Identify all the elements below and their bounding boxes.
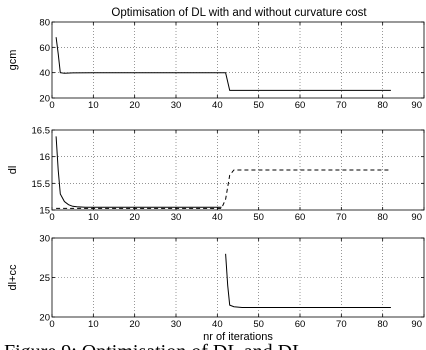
series-line-1 — [55, 37, 391, 91]
x-tick-label: 70 — [336, 100, 347, 111]
x-tick-label: 60 — [295, 319, 306, 330]
x-tick-label: 10 — [88, 319, 99, 330]
plot-area — [52, 22, 424, 98]
x-tick-label: 0 — [49, 319, 54, 330]
x-tick-label: 20 — [129, 319, 140, 330]
figure-caption: Figure 9: Optimisation of DL and DL — [4, 341, 304, 350]
x-tick-label: 80 — [377, 319, 388, 330]
series-line-1 — [55, 136, 222, 208]
y-tick-label: 15 — [39, 206, 50, 217]
x-tick-label: 50 — [253, 319, 264, 330]
y-axis-label: dl — [7, 166, 19, 175]
x-tick-label: 10 — [88, 212, 99, 223]
chart-panel-3: 0 10 20 30 40 50 60 70 80 90 20 25 30 dl+cc — [7, 234, 425, 330]
x-tick-label: 90 — [411, 319, 422, 330]
axes-frame — [51, 21, 425, 99]
y-tick-label: 80 — [39, 18, 50, 29]
x-tick-label: 90 — [411, 100, 422, 111]
chart-title: Optimisation of DL with and without curv… — [111, 7, 367, 19]
x-tick-label: 50 — [253, 100, 264, 111]
y-tick-label: 16.5 — [32, 126, 51, 137]
y-tick-label: 25 — [39, 273, 50, 284]
x-tick-label: 70 — [336, 319, 347, 330]
x-tick-label: 70 — [336, 212, 347, 223]
chart-panel-1: 0 10 20 30 40 50 60 70 80 90 20 40 60 80 gcm — [7, 18, 425, 111]
x-tick-label: 80 — [377, 100, 388, 111]
axes-frame — [51, 129, 425, 211]
x-tick-label: 80 — [377, 212, 388, 223]
series-line-2 — [56, 169, 391, 209]
x-tick-label: 30 — [171, 319, 182, 330]
x-tick-label: 60 — [295, 100, 306, 111]
x-tick-label: 60 — [295, 212, 306, 223]
x-tick-label: 20 — [129, 212, 140, 223]
y-tick-label: 20 — [39, 313, 50, 324]
x-tick-label: 0 — [49, 212, 54, 223]
y-tick-label: 16 — [39, 152, 50, 163]
y-tick-label: 40 — [39, 68, 50, 79]
x-tick-label: 40 — [212, 212, 223, 223]
y-tick-label: 30 — [39, 234, 50, 245]
x-axis-label: nr of iterations — [203, 331, 273, 343]
y-tick-label: 60 — [39, 43, 50, 54]
x-tick-label: 30 — [171, 212, 182, 223]
x-tick-label: 50 — [253, 212, 264, 223]
series-line-1 — [225, 253, 391, 308]
x-tick-label: 40 — [212, 319, 223, 330]
y-tick-label: 20 — [39, 94, 50, 105]
x-tick-label: 30 — [171, 100, 182, 111]
x-tick-label: 40 — [212, 100, 223, 111]
panels: 0 10 20 30 40 50 60 70 80 90 20 40 60 80 gcm 0 10 20 30 40 5… — [7, 18, 425, 330]
x-tick-label: 90 — [411, 212, 422, 223]
y-axis-label: gcm — [7, 50, 19, 71]
x-tick-label: 10 — [88, 100, 99, 111]
y-axis-label: dl+cc — [7, 264, 19, 290]
x-tick-label: 0 — [49, 100, 54, 111]
y-tick-label: 15.5 — [32, 179, 51, 190]
chart-panel-2: 0 10 20 30 40 50 60 70 80 90 15 15.5 16 16.5 dl — [7, 126, 425, 223]
x-tick-label: 20 — [129, 100, 140, 111]
